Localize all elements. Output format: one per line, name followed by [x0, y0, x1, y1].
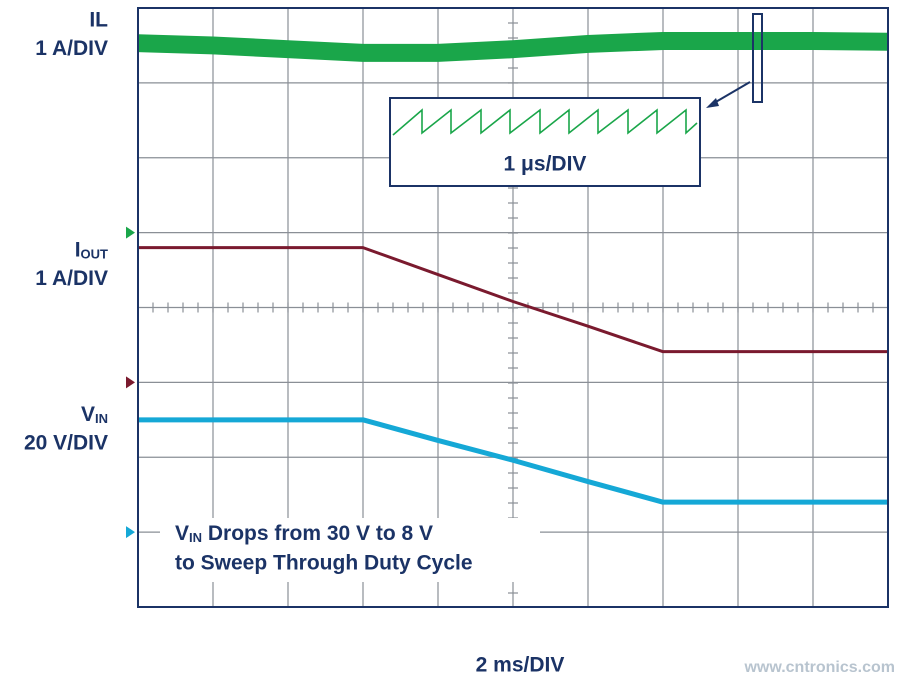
legend-scale: 1 A/DIV [35, 37, 108, 60]
annotation-main: V [175, 522, 189, 545]
annotation-bg [160, 518, 540, 582]
inset-ripple [392, 108, 698, 136]
legend-subscript: IN [95, 412, 108, 427]
legend-name: I [75, 238, 81, 261]
legend-label: IL [89, 8, 108, 31]
legend-label: IOUT [75, 238, 108, 262]
ground-marker [126, 526, 135, 539]
legend-name: V [81, 403, 95, 426]
legend-scale: 20 V/DIV [24, 432, 108, 455]
annotation-rest: Drops from 30 V to 8 V [202, 522, 433, 545]
legend-scale: 1 A/DIV [35, 267, 108, 290]
x-axis-label: 2 ms/DIV [476, 654, 565, 677]
zoom-window [752, 13, 763, 103]
annotation: to Sweep Through Duty Cycle [175, 552, 473, 575]
annotation-sub: IN [189, 530, 202, 545]
annotation: VIN Drops from 30 V to 8 V [175, 522, 433, 546]
inset-box [389, 97, 701, 187]
legend-name: IL [89, 8, 108, 31]
legend-subscript: OUT [81, 247, 109, 262]
plot-frame [137, 7, 889, 608]
zoom-arrowhead [706, 98, 719, 108]
trace [137, 31, 889, 62]
ground-marker [126, 376, 135, 389]
ground-marker [126, 226, 135, 239]
trace [138, 417, 888, 505]
legend-label: VIN [81, 403, 108, 427]
zoom-arrow [713, 81, 751, 104]
watermark: www.cntronics.com [743, 659, 895, 676]
trace [138, 246, 888, 354]
inset-label: 1 μs/DIV [504, 153, 587, 176]
